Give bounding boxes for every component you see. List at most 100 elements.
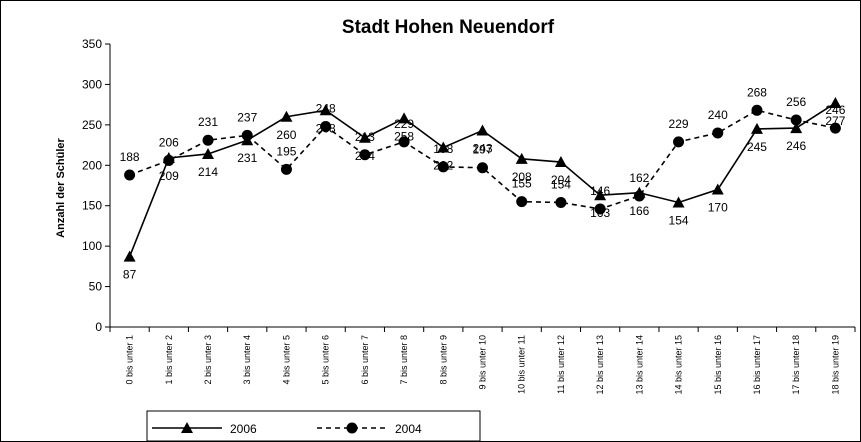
data-label: 260: [276, 128, 296, 142]
triangle-marker: [202, 147, 215, 159]
data-label: 198: [433, 142, 453, 156]
x-tick-label: 16 bis unter 17: [752, 335, 762, 395]
x-tick-label: 18 bis unter 19: [830, 335, 840, 395]
legend-label: 2006: [230, 422, 257, 436]
data-label: 204: [551, 173, 571, 187]
triangle-marker: [672, 196, 685, 208]
legend-marker: [346, 422, 358, 434]
data-label: 231: [198, 115, 218, 129]
y-tick-label: 0: [95, 320, 102, 334]
circle-marker: [398, 136, 410, 148]
y-tick-label: 150: [82, 199, 102, 213]
circle-marker: [516, 196, 528, 208]
data-label: 246: [825, 103, 845, 117]
data-label: 188: [120, 150, 140, 164]
data-label: 214: [198, 165, 218, 179]
legend-marker: [181, 422, 193, 433]
data-label: 197: [472, 143, 492, 157]
x-tick-label: 2 bis unter 3: [203, 335, 213, 385]
triangle-marker: [594, 189, 607, 201]
triangle-marker: [829, 97, 842, 109]
x-tick-label: 10 bis unter 11: [517, 335, 527, 394]
y-tick-label: 100: [82, 239, 102, 253]
chart-title: Stadt Hohen Neuendorf: [342, 17, 555, 38]
x-tick-label: 12 bis unter 13: [595, 335, 605, 395]
data-label: 154: [669, 213, 689, 227]
triangle-marker: [554, 156, 567, 168]
circle-marker: [202, 134, 214, 146]
circle-marker: [829, 122, 841, 134]
triangle-marker: [437, 141, 450, 153]
x-tick-label: 6 bis unter 7: [360, 335, 370, 385]
data-label: 268: [747, 85, 767, 99]
data-label: 195: [276, 144, 296, 158]
circle-marker: [751, 104, 763, 116]
data-label: 162: [629, 171, 649, 185]
data-label: 229: [394, 117, 414, 131]
triangle-marker: [358, 131, 371, 143]
data-label: 209: [159, 169, 179, 183]
data-label: 256: [786, 95, 806, 109]
data-label: 245: [747, 140, 767, 154]
triangle-marker: [319, 104, 332, 116]
circle-marker: [163, 154, 175, 166]
circle-marker: [241, 129, 253, 141]
x-tick-label: 7 bis unter 8: [399, 335, 409, 385]
data-label: 87: [123, 268, 137, 282]
x-tick-label: 15 bis unter 16: [713, 335, 723, 395]
circle-marker: [359, 149, 371, 161]
data-label: 170: [708, 201, 728, 215]
x-tick-label: 3 bis unter 4: [242, 335, 252, 385]
legend-label: 2004: [395, 422, 422, 436]
y-tick-label: 350: [82, 37, 102, 51]
y-tick-label: 200: [82, 158, 102, 172]
x-tick-label: 13 bis unter 14: [634, 335, 644, 395]
x-tick-label: 4 bis unter 5: [281, 335, 291, 385]
data-label: 155: [512, 177, 532, 191]
data-label: 243: [472, 142, 492, 156]
data-label: 206: [159, 135, 179, 149]
circle-marker: [712, 127, 724, 139]
y-axis-label: Anzahl der Schüler: [55, 137, 67, 237]
circle-marker: [280, 163, 292, 175]
circle-marker: [594, 203, 606, 215]
circle-marker: [555, 196, 567, 208]
data-label: 237: [237, 110, 257, 124]
y-tick-label: 300: [82, 77, 102, 91]
triangle-marker: [790, 122, 803, 134]
triangle-marker: [398, 112, 411, 124]
x-tick-label: 11 bis unter 12: [556, 335, 566, 394]
data-label: 166: [629, 204, 649, 218]
circle-marker: [124, 169, 136, 181]
circle-marker: [633, 190, 645, 202]
x-tick-label: 9 bis unter 10: [478, 335, 488, 390]
triangle-marker: [515, 152, 528, 164]
y-tick-label: 50: [89, 280, 103, 294]
triangle-marker: [123, 250, 136, 262]
data-label: 240: [708, 108, 728, 122]
legend-box: [146, 410, 481, 442]
x-tick-label: 1 bis unter 2: [164, 335, 174, 385]
data-label: 277: [825, 114, 845, 128]
data-label: 231: [237, 151, 257, 165]
x-tick-label: 17 bis unter 18: [791, 335, 801, 395]
x-tick-label: 8 bis unter 9: [438, 335, 448, 385]
circle-marker: [673, 136, 685, 148]
data-label: 229: [669, 117, 689, 131]
triangle-marker: [476, 124, 489, 136]
circle-marker: [477, 162, 488, 174]
data-label: 208: [512, 170, 532, 184]
circle-marker: [790, 114, 802, 126]
triangle-marker: [280, 110, 293, 122]
x-tick-label: 14 bis unter 15: [674, 335, 684, 395]
circle-marker: [320, 120, 332, 132]
data-label: 248: [316, 101, 336, 115]
circle-marker: [437, 161, 449, 173]
y-tick-label: 250: [82, 118, 102, 132]
data-label: 213: [355, 130, 375, 144]
data-label: 146: [590, 184, 610, 198]
data-label: 154: [551, 177, 571, 191]
triangle-marker: [711, 183, 724, 195]
data-label: 246: [786, 139, 806, 153]
